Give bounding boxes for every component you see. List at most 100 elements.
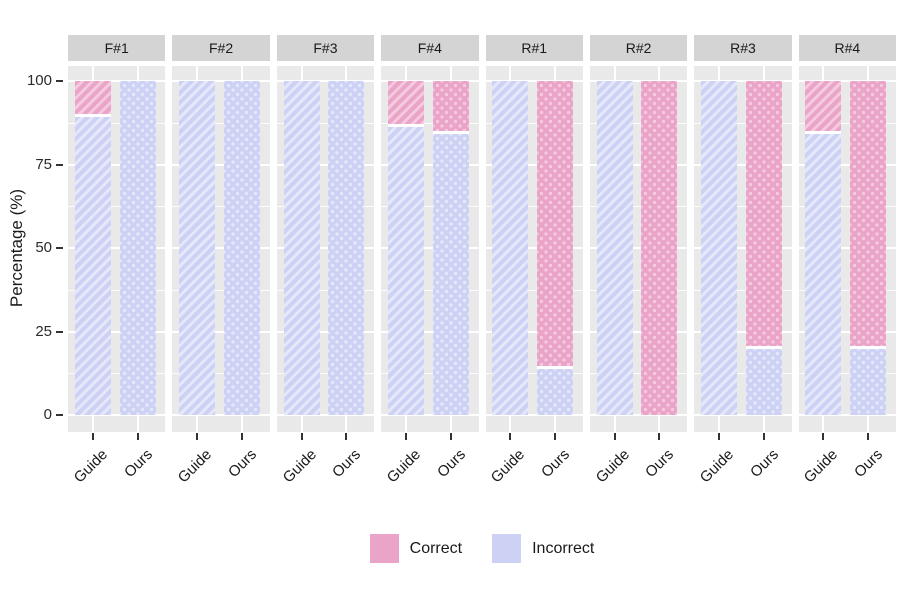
gridline-major — [276, 163, 375, 166]
bar-segment-incorrect — [283, 81, 320, 415]
facet-column: F#1 Guide Ours — [68, 35, 166, 507]
bar-segment-correct — [432, 81, 469, 131]
facet-strip: R#2 — [589, 35, 688, 61]
gridline-major — [485, 414, 583, 416]
bar-segment-incorrect — [596, 81, 633, 415]
bar-segment-correct — [745, 81, 782, 346]
facet-strip: F#4 — [381, 35, 479, 61]
facet-column: F#2 Guide Ours — [172, 35, 270, 507]
x-tick-label: Ours — [433, 446, 469, 482]
facet-column: R#1 Guide Ours — [485, 35, 583, 507]
stacked-bar-guide — [596, 81, 633, 415]
gridline-major — [381, 163, 479, 166]
gridline-minor — [172, 289, 270, 291]
legend-swatch-correct — [369, 534, 399, 563]
x-axis-area: Guide Ours — [799, 432, 896, 507]
x-tick-label: Ours — [746, 446, 782, 482]
gridline-minor — [68, 289, 166, 291]
legend-label-incorrect: Incorrect — [532, 539, 595, 557]
x-tick-label: Guide — [696, 446, 738, 487]
gridline-minor — [381, 122, 479, 124]
bar-segment-correct — [537, 81, 574, 366]
x-tick-label: Guide — [279, 446, 320, 487]
gridline-minor — [798, 289, 896, 291]
gridline-minor — [589, 289, 688, 291]
gridline-minor — [68, 122, 166, 124]
gridline-major — [381, 330, 479, 333]
x-axis-area: Guide Ours — [68, 432, 165, 507]
gridline-major — [485, 247, 583, 249]
gridline-minor — [694, 373, 792, 375]
gridline-major — [798, 330, 896, 333]
gridline-minor — [68, 206, 166, 208]
gridline-major — [798, 247, 896, 249]
x-tick-mark — [658, 433, 661, 440]
bar-segment-correct — [74, 81, 111, 115]
facet-strip-label: F#1 — [104, 40, 129, 56]
facet-row: F#1 Guide Ours F#2 Guide Ours F#3 Guide Ours F#4 G… — [68, 35, 896, 507]
y-tick-mark — [56, 330, 63, 333]
gridline-minor — [485, 122, 583, 124]
gridline-minor — [172, 373, 270, 375]
x-tick-label: Ours — [224, 446, 261, 482]
facet-strip: F#1 — [68, 35, 166, 61]
gridline-major — [172, 414, 270, 416]
gridline-major — [68, 414, 166, 416]
x-tick-mark — [449, 433, 452, 440]
y-tick-mark — [56, 414, 63, 416]
gridline-major — [172, 247, 270, 249]
x-tick-mark — [762, 433, 765, 440]
y-tick-mark — [56, 80, 63, 82]
facet-column: R#3 Guide Ours — [694, 35, 792, 507]
gridline-major — [172, 80, 270, 82]
stacked-bar-guide — [283, 81, 320, 415]
x-tick-mark — [91, 433, 94, 440]
legend-label-correct: Correct — [409, 539, 463, 557]
gridline-minor — [381, 289, 479, 291]
x-axis-area: Guide Ours — [172, 432, 269, 507]
gridline-major — [589, 330, 688, 333]
gridline-minor — [381, 373, 479, 375]
facet-strip: R#4 — [798, 35, 896, 61]
gridline-minor — [276, 206, 375, 208]
gridline-major — [381, 80, 479, 82]
x-tick-mark — [718, 433, 721, 440]
gridline-major — [798, 163, 896, 166]
gridline-minor — [589, 206, 688, 208]
facet-strip: R#3 — [694, 35, 792, 61]
facet-panel — [172, 66, 270, 432]
facet-panel — [485, 66, 583, 432]
stacked-bar-guide — [701, 81, 738, 415]
bar-segment-incorrect — [537, 365, 574, 415]
stacked-bar-ours — [537, 81, 574, 415]
gridline-major — [485, 163, 583, 166]
bar-segment-correct — [387, 81, 424, 125]
x-tick-mark — [136, 433, 139, 440]
x-axis-area: Guide Ours — [694, 432, 791, 507]
x-tick-label: Ours — [642, 446, 678, 482]
gridline-major — [172, 330, 270, 333]
stacked-bar-ours — [850, 81, 887, 415]
x-tick-mark — [300, 433, 303, 440]
gridline-minor — [589, 122, 688, 124]
gridline-major — [276, 247, 375, 249]
y-tick-label: 25 — [35, 322, 52, 340]
gridline-major — [694, 80, 792, 82]
gridline-minor — [276, 122, 375, 124]
facet-strip: R#1 — [485, 35, 583, 61]
gridline-major — [381, 247, 479, 249]
gridline-major — [276, 80, 375, 82]
gridline-major — [798, 80, 896, 82]
gridline-minor — [276, 289, 375, 291]
stacked-bar-ours — [432, 81, 469, 415]
gridline-minor — [798, 206, 896, 208]
gridline-major — [172, 163, 270, 166]
facet-strip: F#3 — [276, 35, 375, 61]
gridline-major — [485, 330, 583, 333]
bar-segment-correct — [641, 81, 678, 415]
x-tick-label: Guide — [70, 446, 111, 487]
bar-segment-correct — [850, 81, 887, 346]
gridline-major — [589, 80, 688, 82]
facet-column: R#2 Guide Ours — [589, 35, 688, 507]
